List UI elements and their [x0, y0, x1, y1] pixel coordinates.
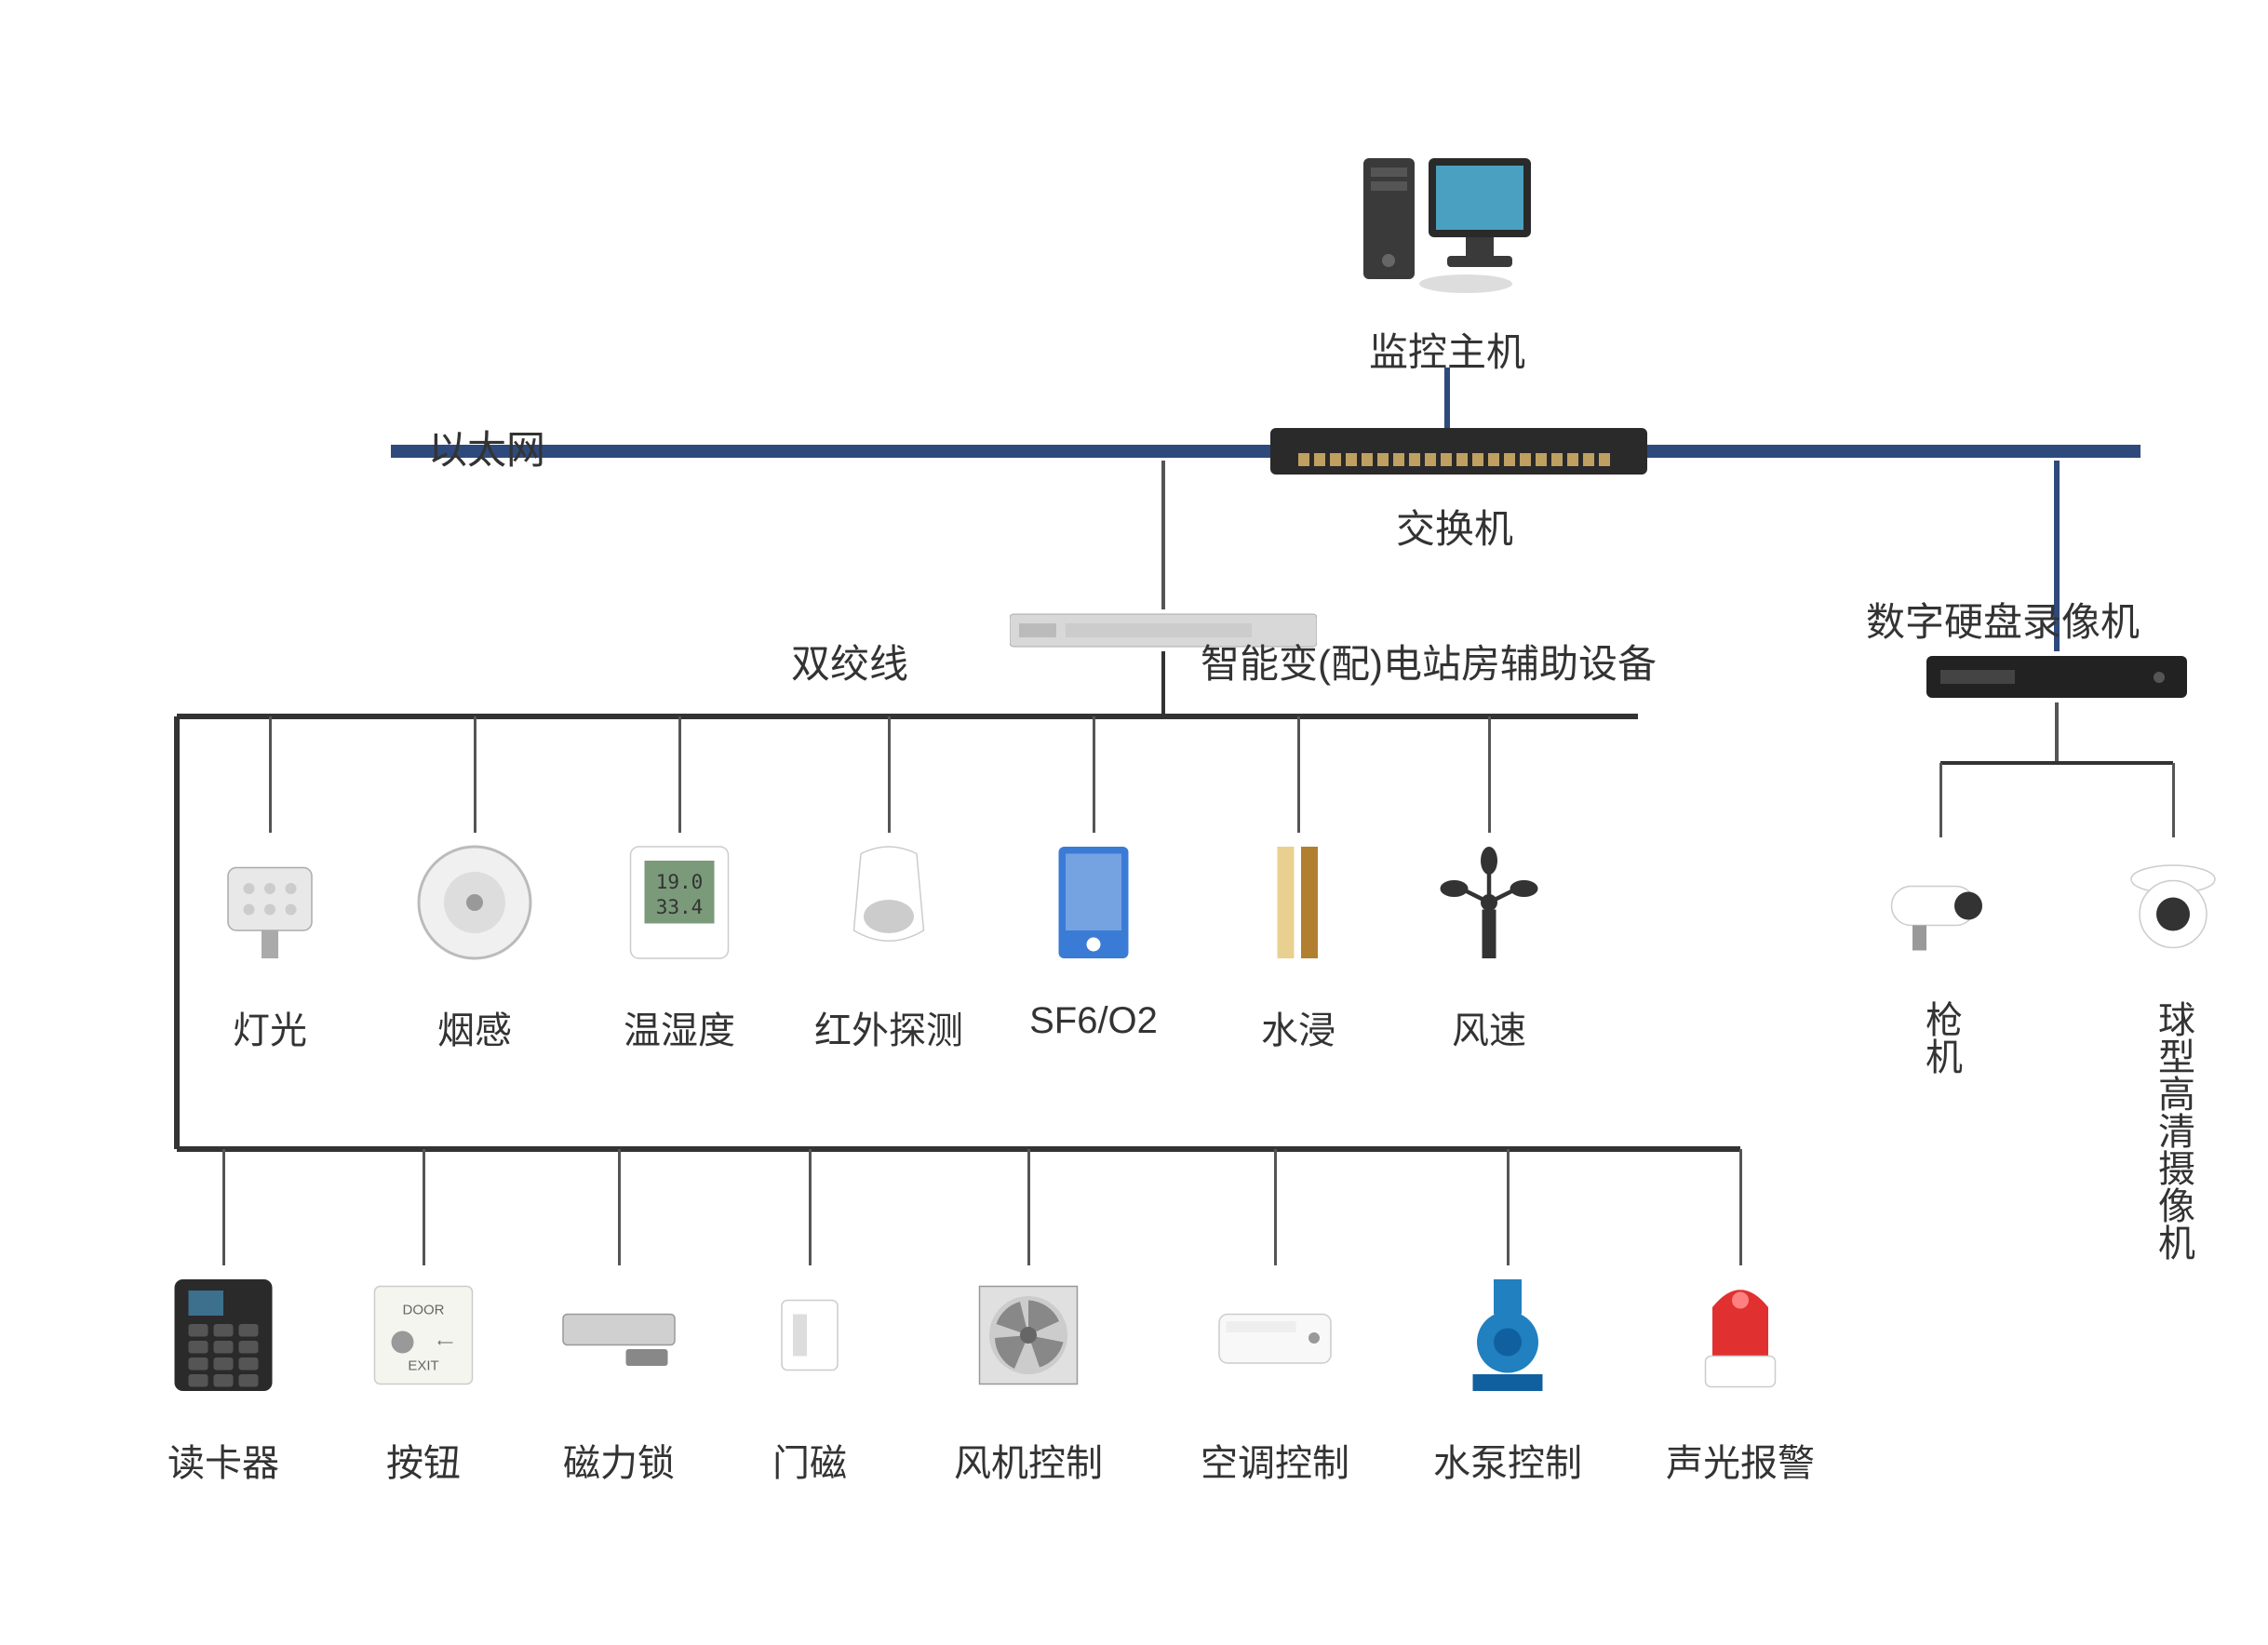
label-交换机: 交换机 — [1396, 498, 1513, 555]
svg-text:33.4: 33.4 — [656, 896, 704, 918]
label-风速: 风速 — [1452, 1000, 1526, 1054]
monitor-host-icon — [1354, 130, 1540, 298]
label-按钮: 按钮 — [386, 1433, 461, 1487]
device-ac — [1205, 1265, 1345, 1405]
label-温湿度: 温湿度 — [624, 1000, 735, 1054]
label-声光报警: 声光报警 — [1666, 1433, 1815, 1487]
label-SF6/O2: SF6/O2 — [1029, 1000, 1158, 1042]
device-water — [1228, 833, 1368, 972]
device-light — [200, 833, 340, 972]
device-dome — [2103, 837, 2243, 977]
label-门磁: 门磁 — [772, 1433, 847, 1487]
label-读卡器: 读卡器 — [168, 1433, 279, 1487]
label-以太网: 以太网 — [428, 419, 545, 475]
svg-text:19.0: 19.0 — [656, 871, 704, 893]
label-双绞线: 双绞线 — [791, 633, 908, 689]
label-水泵控制: 水泵控制 — [1433, 1433, 1582, 1487]
device-gas — [1024, 833, 1163, 972]
vlabel-球型高清摄像机: 球型高清摄像机 — [2146, 1000, 2200, 1261]
device-button: DOOR ⟵ EXIT — [354, 1265, 493, 1405]
label-智能变(配)电站房辅助设备: 智能变(配)电站房辅助设备 — [1201, 633, 1657, 689]
device-bullet — [1871, 837, 2010, 977]
label-灯光: 灯光 — [233, 1000, 307, 1054]
label-磁力锁: 磁力锁 — [563, 1433, 675, 1487]
svg-text:⟵: ⟵ — [437, 1336, 453, 1349]
label-红外探测: 红外探测 — [814, 1000, 963, 1054]
switch-icon — [1270, 423, 1647, 479]
device-maglock — [549, 1265, 689, 1405]
device-smoke — [405, 833, 544, 972]
label-数字硬盘录像机: 数字硬盘录像机 — [1866, 591, 2140, 648]
device-doorsensor — [740, 1265, 879, 1405]
device-pir — [819, 833, 959, 972]
vlabel-枪机: 枪机 — [1913, 1000, 1967, 1075]
device-reader — [154, 1265, 293, 1405]
label-风机控制: 风机控制 — [954, 1433, 1103, 1487]
device-alarm — [1671, 1265, 1810, 1405]
svg-text:DOOR: DOOR — [403, 1303, 445, 1318]
device-anemo — [1419, 833, 1559, 972]
device-pump — [1438, 1265, 1577, 1405]
device-fan — [959, 1265, 1098, 1405]
nvr-icon — [1926, 651, 2187, 702]
svg-text:EXIT: EXIT — [408, 1358, 438, 1374]
label-烟感: 烟感 — [437, 1000, 512, 1054]
device-thermo: 19.0 33.4 — [610, 833, 749, 972]
label-水浸: 水浸 — [1261, 1000, 1335, 1054]
label-空调控制: 空调控制 — [1201, 1433, 1349, 1487]
